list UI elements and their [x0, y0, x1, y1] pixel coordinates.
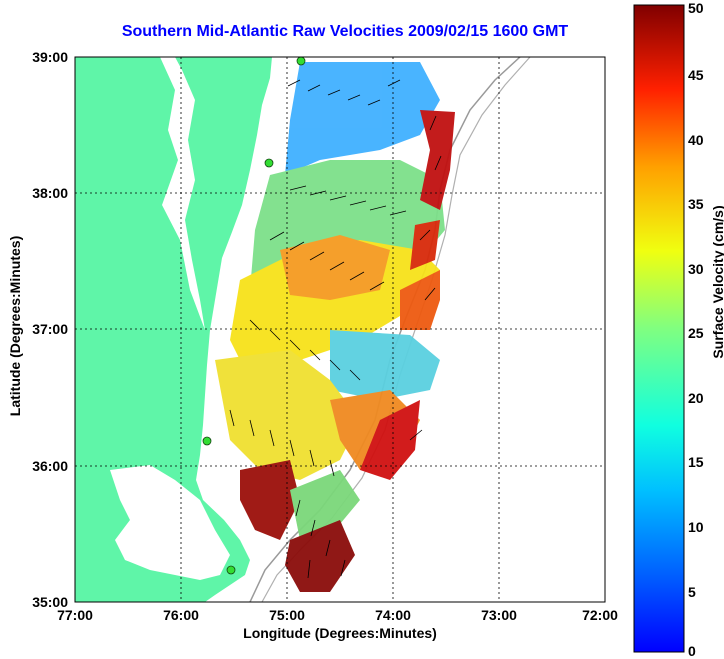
- grid-lines: [75, 57, 605, 602]
- y-tick-label: 37:00: [32, 321, 68, 337]
- x-tick-label: 72:00: [582, 607, 618, 623]
- x-tick-label: 77:00: [57, 607, 93, 623]
- colorbar-label: Surface Velocity (cm/s): [710, 205, 724, 359]
- colorbar-tick-label: 50: [688, 0, 704, 16]
- x-tick-label: 76:00: [163, 607, 199, 623]
- y-tick-label: 35:00: [32, 594, 68, 610]
- y-tick-label: 39:00: [32, 49, 68, 65]
- x-axis-ticks: 77:00 76:00 75:00 74:00 73:00 72:00: [57, 607, 618, 623]
- radar-station-marker: [296, 56, 306, 66]
- radar-station-marker: [264, 158, 274, 168]
- colorbar-tick-label: 40: [688, 132, 704, 148]
- y-tick-label: 38:00: [32, 185, 68, 201]
- chesapeake-bay: [160, 57, 205, 330]
- velocity-field: [215, 62, 455, 592]
- colorbar-tick-label: 20: [688, 390, 704, 406]
- pamlico-sound: [110, 465, 230, 580]
- colorbar-tick-label: 45: [688, 67, 704, 83]
- colorbar-tick-label: 15: [688, 454, 704, 470]
- current-vectors: [229, 79, 442, 579]
- radar-stations: [202, 56, 306, 575]
- x-axis-label: Longitude (Degrees:Minutes): [243, 625, 437, 641]
- colorbar-tick-label: 30: [688, 261, 704, 277]
- radar-station-marker: [226, 565, 236, 575]
- radar-station-marker: [202, 436, 212, 446]
- colorbar-tick-label: 25: [688, 325, 704, 341]
- colorbar: [633, 4, 685, 653]
- colorbar-tick-label: 5: [688, 584, 696, 600]
- x-tick-label: 74:00: [375, 607, 411, 623]
- x-tick-label: 75:00: [269, 607, 305, 623]
- x-tick-label: 73:00: [481, 607, 517, 623]
- colorbar-tick-label: 10: [688, 519, 704, 535]
- plot-frame: [74, 56, 606, 603]
- y-tick-label: 36:00: [32, 458, 68, 474]
- y-axis-ticks: 39:00 38:00 37:00 36:00 35:00: [32, 49, 68, 610]
- colorbar-ticks: 0 5 10 15 20 25 30 35 40 45 50: [688, 0, 704, 659]
- colorbar-tick-label: 0: [688, 643, 696, 659]
- land-region: [75, 57, 272, 602]
- colorbar-tick-label: 35: [688, 196, 704, 212]
- y-axis-label: Latitude (Degrees:Minutes): [7, 235, 23, 417]
- map-title: Southern Mid-Atlantic Raw Velocities 200…: [121, 23, 569, 40]
